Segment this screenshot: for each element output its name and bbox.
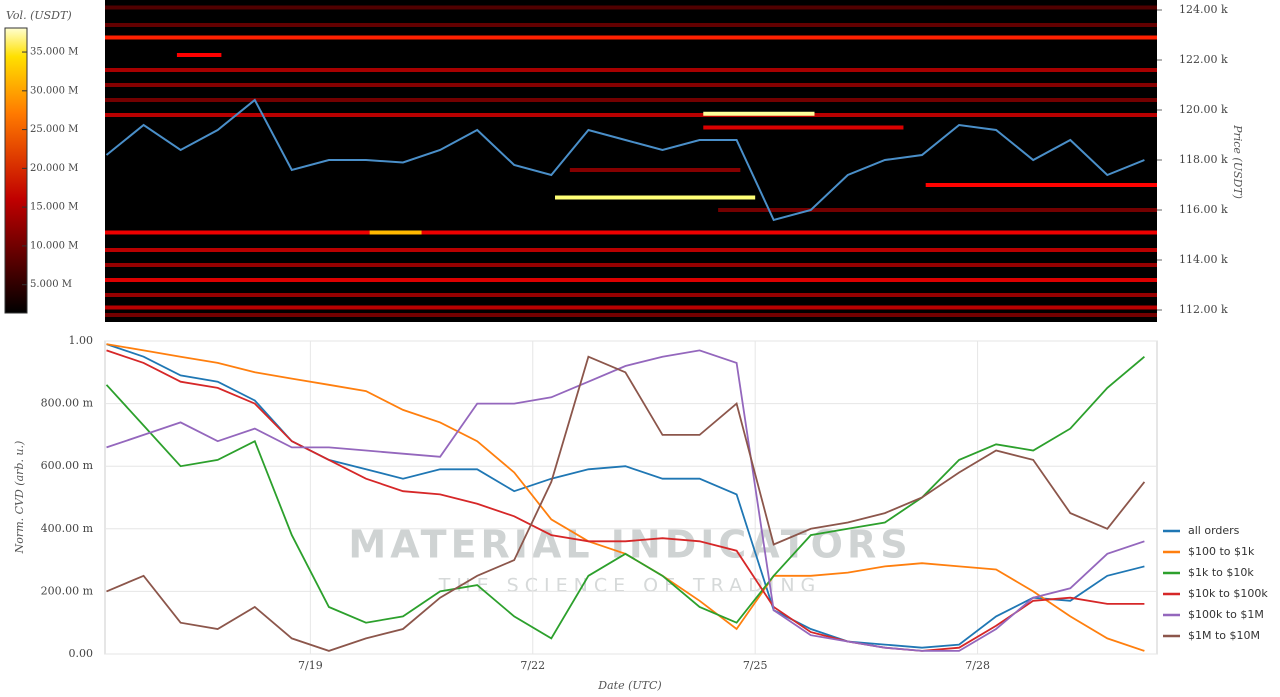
colorbar-label: Vol. (USDT) [6,9,72,22]
liquidity-band [176,53,222,57]
liquidity-band [105,23,1157,27]
y-tick-label: 112.00 k [1179,303,1228,316]
cvd-plot-area [104,340,1158,655]
y-tick-label: 600.00 m [41,459,94,472]
liquidity-band [925,183,1157,187]
y-tick-label: 120.00 k [1179,103,1228,116]
cvd-line [105,356,1145,640]
y-tick-label: 122.00 k [1179,53,1228,66]
legend-label: $1k to $10k [1188,566,1254,579]
y-axis-label: Norm. CVD (arb. u.) [13,441,26,555]
liquidity-band [105,293,1157,297]
y-tick-label: 118.00 k [1179,153,1228,166]
liquidity-band [569,168,741,172]
colorbar-tick-label: 30.000 M [30,85,78,96]
colorbar-tick-label: 25.000 M [30,124,78,135]
liquidity-band [105,5,1157,10]
liquidity-band [105,230,1157,235]
y-tick-label: 1.00 [69,334,94,347]
colorbar-tick-label: 15.000 M [30,202,78,213]
liquidity-band [105,278,1157,282]
legend-label: $100 to $1k [1188,545,1255,558]
cvd-line [106,355,1146,652]
colorbar-tick-label: 35.000 M [30,47,78,58]
liquidity-band [105,83,1157,87]
price-line [105,98,1145,222]
liquidity-band [369,230,422,235]
x-tick-label: 7/25 [743,659,768,672]
watermark: MATERIAL INDICATORS [348,523,911,567]
cvd-line [106,349,1145,652]
x-tick-label: 7/22 [520,659,545,672]
liquidity-band [105,263,1157,267]
y-tick-label: 800.00 m [41,397,94,410]
liquidity-band [555,195,756,200]
liquidity-band [105,305,1157,310]
liquidity-band [105,313,1157,317]
liquidity-band [105,35,1157,40]
legend-label: all orders [1188,524,1240,537]
y-tick-label: 114.00 k [1179,253,1228,266]
y-tick-label: 116.00 k [1179,203,1228,216]
liquidity-band [105,68,1157,72]
legend-label: $10k to $100k [1188,587,1268,600]
colorbar-tick-label: 20.000 M [30,163,78,174]
colorbar-tick-label: 5.000 M [30,279,72,290]
y-tick-label: 0.00 [69,647,94,660]
liquidity-band [703,125,904,130]
x-tick-label: 7/19 [298,659,323,672]
liquidity-band [105,248,1157,252]
y-tick-label: 400.00 m [41,522,94,535]
cvd-line [106,349,1145,652]
y-tick-label: 124.00 k [1179,3,1228,16]
colorbar [4,27,28,314]
y-tick-label: 200.00 m [41,584,94,597]
heatmap-background [105,0,1157,322]
liquidity-band [105,98,1157,102]
legend-label: $1M to $10M [1188,629,1260,642]
liquidity-band [105,113,1157,117]
price-axis-label: Price (USDT) [1231,124,1244,199]
legend-label: $100k to $1M [1188,608,1264,621]
liquidity-band [703,111,815,116]
colorbar-tick-label: 10.000 M [30,240,78,251]
x-axis-label: Date (UTC) [597,679,661,692]
x-tick-label: 7/28 [965,659,990,672]
liquidity-band [718,208,1157,212]
